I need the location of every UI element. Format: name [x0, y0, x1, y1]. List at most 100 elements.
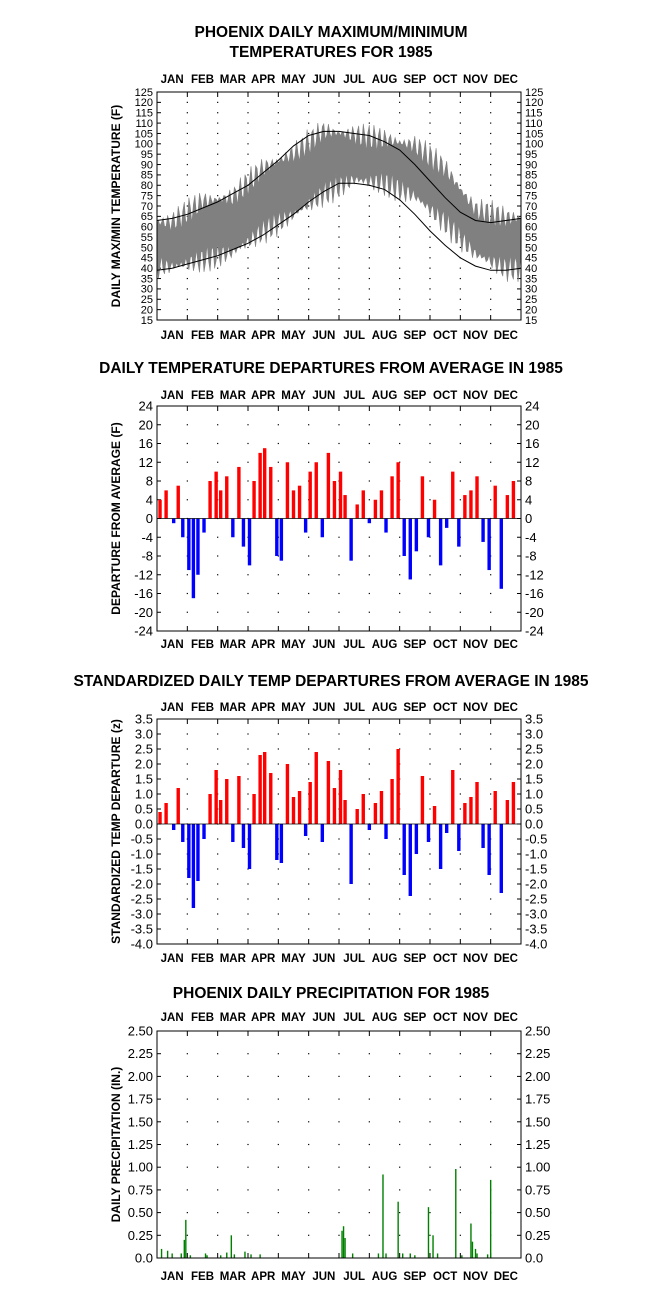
data-bar — [511, 782, 516, 824]
grid-dot — [459, 1098, 461, 1100]
month-label-bottom: MAR — [220, 330, 247, 342]
y-tick-label-right: -1.0 — [525, 847, 547, 862]
grid-dot — [217, 195, 219, 197]
data-bar — [377, 1253, 380, 1258]
data-bar — [252, 481, 256, 519]
grid-dot — [308, 928, 310, 930]
grid-dot — [217, 277, 219, 280]
y-tick-label-left: 115 — [135, 108, 153, 120]
grid-dot — [399, 1098, 401, 1100]
month-label-top: JAN — [161, 1012, 184, 1024]
grid-dot — [429, 868, 431, 870]
month-label-bottom: DEC — [494, 953, 518, 965]
grid-dot — [186, 112, 188, 114]
grid-dot — [247, 748, 249, 750]
grid-dot — [186, 763, 188, 765]
grid-dot — [490, 195, 492, 197]
y-tick-label-right: 120 — [525, 97, 543, 109]
month-label-top: NOV — [463, 390, 488, 402]
month-label-top: FEB — [191, 1012, 214, 1024]
data-bar — [469, 490, 473, 519]
data-bar — [259, 1254, 261, 1258]
grid-dot — [186, 574, 188, 576]
month-label-bottom: JUN — [312, 1271, 335, 1283]
month-label-bottom: APR — [251, 1271, 276, 1283]
grid-dot — [429, 778, 431, 780]
grid-dot — [490, 163, 492, 166]
grid-dot — [308, 853, 310, 855]
data-bar — [252, 794, 256, 824]
data-bar — [176, 485, 180, 519]
grid-dot — [490, 174, 492, 176]
data-bar — [320, 518, 325, 538]
y-axis-label: STANDARDIZED TEMP DEPARTURE (z) — [109, 719, 123, 944]
grid-dot — [338, 748, 340, 750]
month-label-top: DEC — [494, 1012, 518, 1024]
grid-dot — [247, 778, 249, 780]
y-tick-label-left: 1.0 — [135, 787, 153, 802]
grid-dot — [247, 442, 249, 445]
grid-dot — [429, 442, 431, 445]
data-bar — [382, 1174, 384, 1258]
grid-dot — [277, 112, 279, 114]
grid-dot — [247, 574, 249, 576]
grid-dots — [186, 1053, 492, 1236]
y-tick-label-right: 30 — [525, 284, 537, 296]
y-tick-label-right: 1.0 — [525, 787, 543, 802]
grid-dot — [277, 309, 279, 311]
grid-dot — [308, 132, 310, 135]
grid-dot — [277, 1166, 279, 1168]
y-tick-label-left: 0.5 — [135, 802, 153, 817]
month-label-top: NOV — [463, 74, 488, 86]
month-label-top: AUG — [372, 74, 398, 86]
grid-dot — [459, 1143, 461, 1146]
grid-dot — [217, 853, 219, 855]
grid-dot — [368, 748, 370, 750]
y-tick-label-right: 55 — [525, 232, 537, 244]
grid-dot — [459, 748, 461, 750]
grid-dot — [247, 132, 249, 135]
month-label-bottom: MAY — [281, 1271, 306, 1283]
y-tick-label-right: 45 — [525, 253, 537, 265]
month-label-top: FEB — [191, 390, 214, 402]
grid-dot — [368, 195, 370, 197]
grid-dot — [399, 267, 401, 269]
grid-dot — [368, 112, 370, 114]
data-bar — [225, 779, 229, 824]
y-tick-label-right: -8 — [525, 549, 537, 564]
grid-dot — [459, 309, 461, 311]
y-tick-label-right: 90 — [525, 159, 537, 171]
grid-dot — [217, 1143, 219, 1146]
data-bar — [385, 1253, 387, 1258]
month-label-bottom: SEP — [403, 953, 426, 965]
month-label-bottom: DEC — [494, 639, 518, 651]
chart-title: STANDARDIZED DAILY TEMP DEPARTURES FROM … — [73, 673, 588, 690]
grid-dot — [186, 1075, 188, 1077]
grid-dot — [399, 288, 401, 290]
y-tick-label-right: 40 — [525, 263, 537, 275]
y-tick-label-left: 70 — [141, 201, 153, 213]
grid-dot — [308, 868, 310, 870]
data-bar — [409, 1253, 411, 1258]
y-tick-label-left: 0.0 — [135, 817, 153, 832]
grid-dot — [459, 763, 461, 765]
month-label-bottom: JUN — [312, 330, 335, 342]
y-tick-label-right: 95 — [525, 149, 537, 161]
month-label-top: JAN — [161, 702, 184, 714]
grid-dot — [429, 499, 431, 501]
y-tick-label-right: 125 — [525, 87, 543, 99]
data-bar — [486, 1254, 489, 1258]
y-tick-label-left: 125 — [135, 87, 153, 99]
y-tick-label-right: 0.75 — [525, 1182, 550, 1197]
grid-dot — [459, 853, 461, 855]
grid-dot — [459, 868, 461, 870]
grid-dot — [459, 246, 461, 249]
data-bar — [208, 794, 212, 824]
grid-dot — [399, 898, 401, 900]
month-label-top: JUN — [312, 1012, 335, 1024]
month-label-top: FEB — [191, 74, 214, 86]
data-bar — [355, 504, 359, 519]
grid-dot — [429, 1075, 431, 1077]
grid-dot — [217, 122, 219, 124]
y-tick-label-right: 115 — [525, 108, 543, 120]
